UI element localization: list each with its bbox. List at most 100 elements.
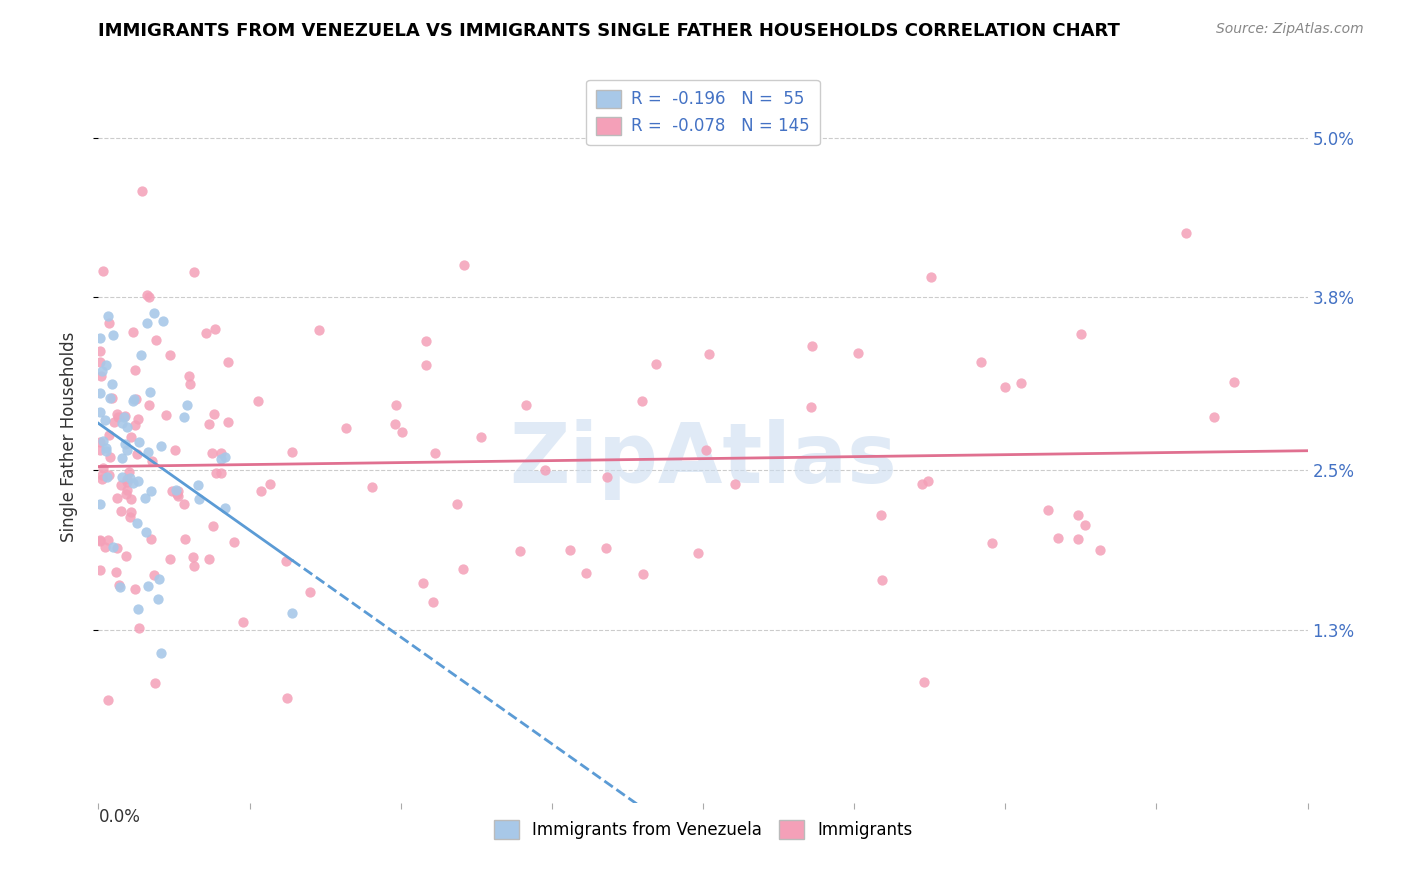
Point (415, 359, 437, 373)
Point (115, 475, 138, 489)
Point (298, 585, 321, 599)
Point (872, 573, 894, 587)
Point (115, 419, 138, 434)
Point (686, 546, 709, 560)
Point (94, 358, 117, 372)
Point (470, 430, 492, 444)
Point (415, 334, 437, 349)
Point (209, 446, 232, 460)
Point (276, 691, 298, 706)
Point (1090, 543, 1112, 558)
Point (980, 535, 1002, 549)
Point (131, 184, 153, 198)
Point (917, 475, 939, 489)
Point (1038, 503, 1060, 517)
Point (446, 497, 468, 511)
Point (136, 316, 159, 330)
Point (91, 460, 114, 475)
Point (631, 567, 654, 582)
Point (105, 407, 128, 421)
Point (181, 549, 204, 564)
Point (107, 410, 129, 425)
Point (122, 392, 145, 406)
Point (1067, 508, 1090, 522)
Point (89, 355, 111, 369)
Point (183, 558, 205, 573)
Point (204, 407, 226, 421)
Point (201, 446, 224, 460)
Point (90, 369, 112, 384)
Point (183, 264, 205, 278)
Point (89, 331, 111, 345)
Point (94, 444, 117, 458)
Point (124, 363, 146, 377)
Point (259, 476, 281, 491)
Point (91, 364, 114, 378)
Point (127, 411, 149, 425)
Point (453, 258, 475, 272)
Point (139, 483, 162, 498)
Point (104, 565, 127, 579)
Point (533, 463, 555, 477)
Point (146, 591, 169, 606)
Point (108, 577, 131, 591)
Point (173, 498, 195, 512)
Point (94, 413, 117, 427)
Point (115, 442, 138, 457)
Point (214, 450, 236, 464)
Point (89, 563, 111, 577)
Point (870, 508, 893, 523)
Point (89, 343, 111, 358)
Text: 0.0%: 0.0% (98, 808, 141, 826)
Point (166, 483, 188, 498)
Point (695, 443, 717, 458)
Text: Source: ZipAtlas.com: Source: ZipAtlas.com (1216, 22, 1364, 37)
Point (97, 533, 120, 547)
Point (89, 405, 111, 419)
Point (120, 510, 142, 524)
Point (247, 393, 270, 408)
Point (195, 326, 218, 341)
Point (120, 492, 142, 507)
Point (136, 578, 159, 592)
Point (145, 676, 167, 690)
Point (124, 418, 146, 433)
Point (89, 442, 111, 457)
Point (361, 480, 384, 494)
Point (249, 483, 271, 498)
Point (384, 417, 406, 432)
Point (139, 532, 162, 546)
Text: ZipAtlas: ZipAtlas (509, 418, 897, 500)
Point (114, 549, 136, 564)
Point (114, 437, 136, 451)
Point (214, 500, 236, 515)
Point (920, 269, 942, 284)
Point (134, 491, 156, 505)
Point (1223, 375, 1246, 389)
Point (115, 486, 138, 500)
Point (204, 322, 226, 336)
Point (115, 471, 138, 485)
Point (120, 430, 142, 444)
Point (150, 646, 173, 660)
Point (970, 355, 993, 369)
Point (165, 483, 187, 498)
Point (163, 442, 186, 457)
Point (595, 469, 617, 483)
Point (451, 562, 474, 576)
Point (308, 323, 330, 337)
Point (103, 415, 125, 429)
Point (159, 552, 181, 566)
Point (232, 615, 254, 629)
Point (412, 576, 434, 591)
Point (174, 533, 197, 547)
Point (179, 376, 201, 391)
Point (125, 392, 148, 407)
Point (121, 325, 143, 339)
Point (274, 553, 297, 567)
Point (148, 572, 170, 586)
Point (89, 385, 111, 400)
Point (155, 408, 177, 422)
Point (141, 454, 163, 468)
Point (110, 580, 132, 594)
